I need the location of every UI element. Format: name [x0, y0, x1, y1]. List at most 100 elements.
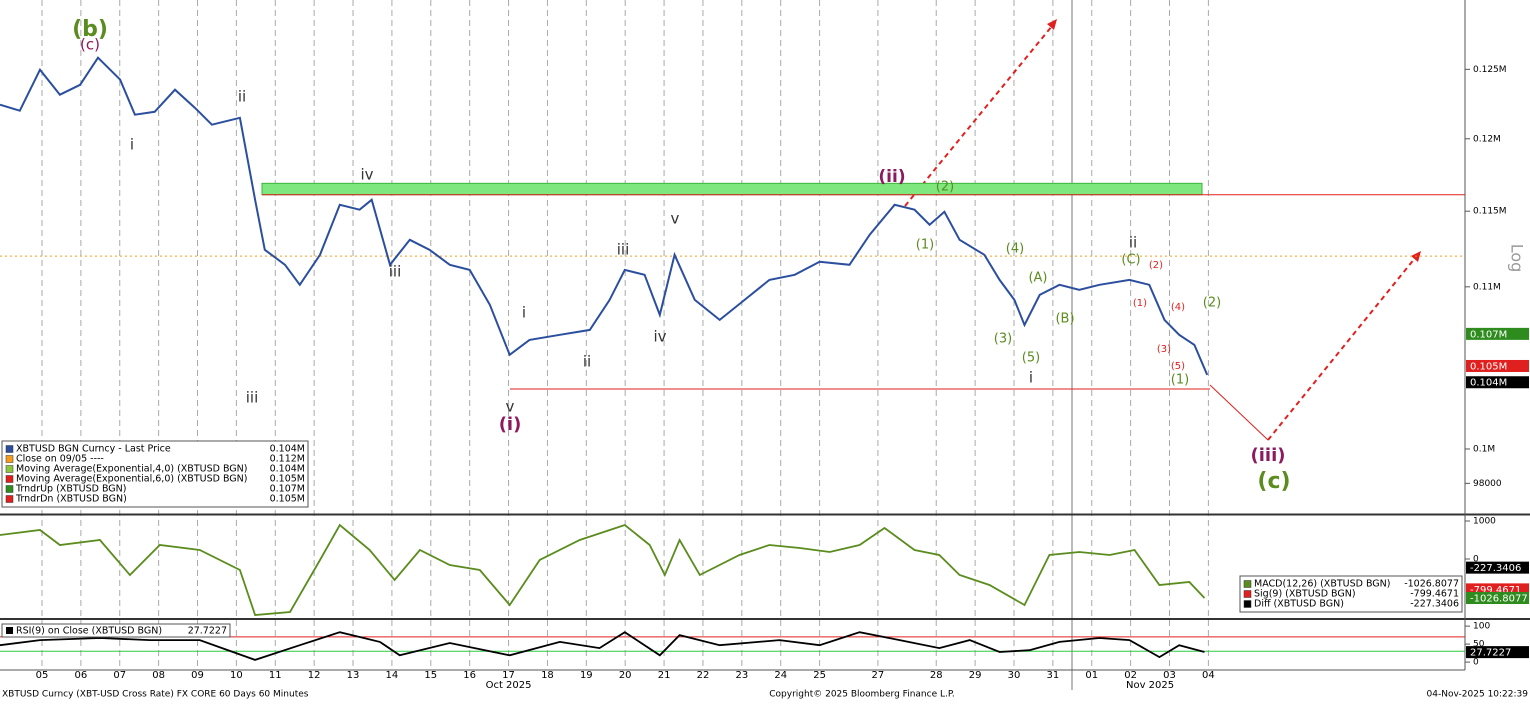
x-tick-label: 17 [502, 670, 515, 681]
x-tick-label: 10 [230, 670, 243, 681]
legend-label: Diff (XBTUSD BGN) [1254, 599, 1344, 610]
x-tick-label: 08 [152, 670, 165, 681]
legend-box [1, 623, 231, 638]
y-tick-label: 50 [1473, 640, 1485, 650]
x-tick-label: 06 [75, 670, 88, 681]
wave-label: (2) [936, 180, 954, 195]
wave-label: (2) [1149, 260, 1163, 271]
legend-value: 0.105M [270, 474, 305, 485]
legend-swatch [5, 475, 14, 483]
wave-label: ii [583, 353, 591, 371]
legend-label: XBTUSD BGN Curncy - Last Price [16, 444, 171, 455]
wave-label: (1) [1171, 373, 1189, 388]
value-badge [1466, 327, 1529, 340]
x-tick-label: 05 [36, 670, 49, 681]
wave-label: i [1029, 369, 1033, 387]
legend-label: Sig(9) (XBTUSD BGN) [1254, 589, 1356, 600]
arrow-head [1047, 19, 1057, 30]
value-badge-label: 27.7227 [1470, 648, 1511, 659]
legend-box [1239, 575, 1463, 613]
value-badge [1466, 376, 1529, 389]
x-tick-label: 07 [113, 670, 126, 681]
wave-label: (1) [916, 238, 934, 253]
wave-label: (5) [1171, 361, 1185, 372]
wave-label: (B) [1055, 312, 1074, 327]
legend-label: Moving Average(Exponential,6,0) (XBTUSD … [16, 474, 247, 485]
legend-value: 0.107M [270, 484, 305, 495]
projection-arrow [904, 25, 1053, 207]
x-tick-label: 16 [463, 670, 476, 681]
wave-label: (2) [1203, 296, 1221, 311]
wave-label: (i) [499, 414, 522, 435]
wave-label: (c) [1257, 469, 1290, 494]
x-tick-label: 30 [1008, 670, 1021, 681]
legend-label: TrndrUp (XBTUSD BGN) [15, 484, 126, 495]
x-tick-label: 18 [541, 670, 554, 681]
series-line [0, 631, 1205, 661]
value-badge [1466, 592, 1529, 605]
x-tick-label: 03 [1163, 670, 1176, 681]
legend-label: RSI(9) on Close (XBTUSD BGN) [16, 626, 162, 637]
value-badge [1466, 359, 1529, 372]
wave-label: (5) [1022, 351, 1040, 366]
x-tick-label: 29 [969, 670, 982, 681]
x-tick-label: 24 [774, 670, 787, 681]
y-tick-label: 0.11M [1473, 282, 1501, 292]
x-tick-label: 01 [1085, 670, 1098, 681]
y-tick-label: 1000 [1473, 517, 1496, 527]
x-tick-label: 13 [347, 670, 360, 681]
wave-label: v [671, 210, 680, 228]
x-tick-label: 31 [1047, 670, 1060, 681]
wave-label: iii [617, 241, 630, 259]
y-tick-label: 98000 [1473, 479, 1502, 489]
legend-value: 0.104M [270, 464, 305, 475]
legend-swatch [5, 495, 14, 503]
legend-swatch [5, 485, 14, 493]
series-line [0, 56, 1209, 376]
x-tick-label: 28 [930, 670, 943, 681]
y-tick-label: 0 [1473, 555, 1479, 565]
legend-swatch [1243, 580, 1252, 588]
y-tick-label: 0.115M [1473, 207, 1507, 217]
wave-label: ii [238, 88, 246, 106]
value-badge-label: 0.105M [1470, 361, 1507, 372]
legend-label: Moving Average(Exponential,4,0) (XBTUSD … [16, 464, 247, 475]
y-tick-label: 0.12M [1473, 134, 1501, 144]
legend-swatch [5, 455, 14, 463]
legend-swatch [5, 445, 14, 453]
wave-label: (4) [1006, 242, 1024, 257]
legend-value: 0.112M [270, 454, 305, 465]
wave-label: (iii) [1251, 445, 1286, 466]
period-label: Oct 2025 [486, 680, 532, 691]
wave-label: iii [246, 389, 259, 407]
grid [41, 0, 1209, 670]
wave-label: (4) [1171, 302, 1185, 313]
x-tick-label: 19 [580, 670, 593, 681]
legend-value: -799.4671 [1410, 589, 1459, 600]
y-tick-label: 0 [1473, 658, 1479, 668]
wave-label: iv [653, 328, 666, 346]
x-tick-label: 12 [308, 670, 321, 681]
projection-arrow [1267, 257, 1416, 441]
x-tick-label: 21 [658, 670, 671, 681]
footer-center: Copyright© 2025 Bloomberg Finance L.P. [769, 690, 954, 700]
legend-value: 0.105M [270, 494, 305, 505]
wave-label: (c) [80, 36, 100, 54]
x-tick-label: 23 [735, 670, 748, 681]
x-tick-label: 14 [386, 670, 399, 681]
x-tick-label: 20 [619, 670, 632, 681]
legend-box [1, 440, 309, 508]
legend-swatch [5, 465, 14, 473]
y-tick-label: 100 [1473, 622, 1490, 632]
value-badge-label: 0.104M [1470, 378, 1507, 389]
footer-left: XBTUSD Curncy (XBT-USD Cross Rate) FX CO… [2, 690, 309, 700]
footer-right: 04-Nov-2025 10:22:39 [1427, 690, 1529, 700]
value-badge [1466, 561, 1529, 574]
value-badge-label: -1026.8077 [1470, 594, 1528, 605]
x-tick-label: 02 [1124, 670, 1137, 681]
wave-label: iii [389, 263, 402, 281]
zone [261, 182, 1203, 196]
log-label: Log [1508, 244, 1527, 273]
legend-label: MACD(12,26) (XBTUSD BGN) [1254, 579, 1390, 590]
wave-label: (1) [1133, 298, 1147, 309]
